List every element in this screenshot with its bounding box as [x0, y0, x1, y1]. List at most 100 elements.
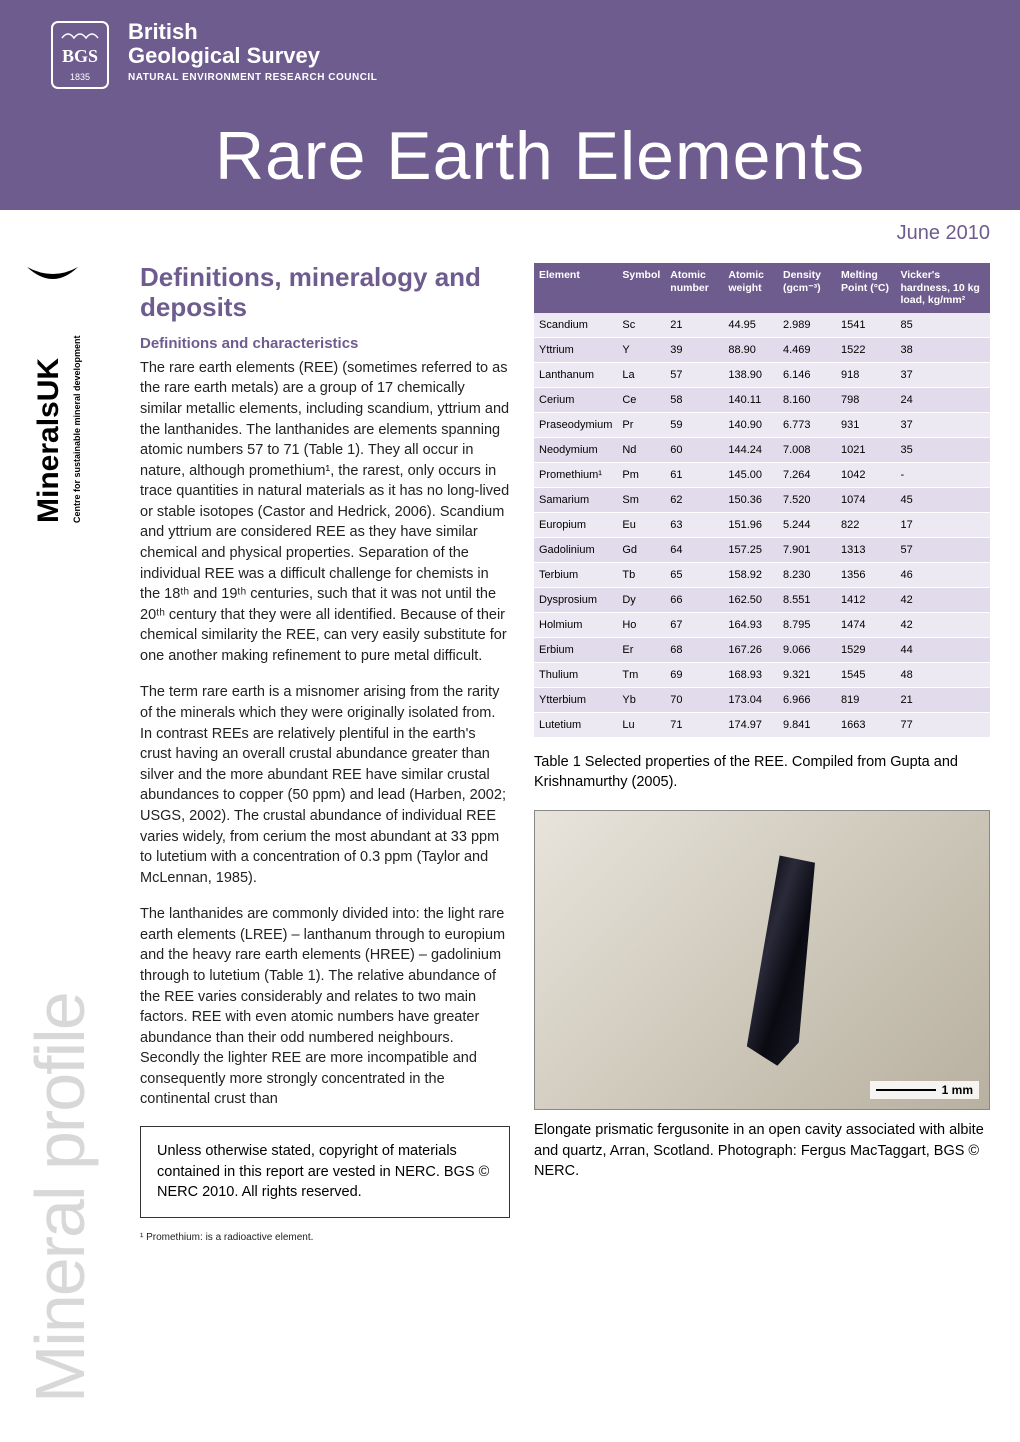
- table-cell: 1356: [836, 562, 895, 587]
- table-cell: 8.551: [778, 587, 836, 612]
- table-cell: Ce: [617, 387, 665, 412]
- table-cell: 67: [665, 612, 723, 637]
- table-cell: 157.25: [723, 537, 778, 562]
- table-cell: 66: [665, 587, 723, 612]
- photo-fergusonite: 1 mm: [534, 810, 990, 1110]
- table-cell: 6.966: [778, 687, 836, 712]
- table-cell: Yb: [617, 687, 665, 712]
- table-row: TerbiumTb65158.928.230135646: [534, 562, 990, 587]
- content-columns: Definitions, mineralogy and deposits Def…: [140, 263, 990, 1243]
- table-cell: 21: [895, 687, 990, 712]
- table-cell: 7.520: [778, 487, 836, 512]
- table-cell: 38: [895, 337, 990, 362]
- sidebar-brand: MineralsUK: [32, 358, 66, 523]
- table-row: DysprosiumDy66162.508.551141242: [534, 587, 990, 612]
- table-cell: Pm: [617, 462, 665, 487]
- table-cell: 138.90: [723, 362, 778, 387]
- table-cell: Europium: [534, 512, 617, 537]
- table-cell: Promethium¹: [534, 462, 617, 487]
- table-cell: Tm: [617, 662, 665, 687]
- th-melting: Melting Point (°C): [836, 263, 895, 313]
- table-cell: 45: [895, 487, 990, 512]
- column-right: Element Symbol Atomic number Atomic weig…: [534, 263, 990, 1243]
- table-cell: 174.97: [723, 712, 778, 737]
- table-cell: Thulium: [534, 662, 617, 687]
- th-symbol: Symbol: [617, 263, 665, 313]
- table-row: PraseodymiumPr59140.906.77393137: [534, 412, 990, 437]
- table-cell: 8.795: [778, 612, 836, 637]
- table-cell: 59: [665, 412, 723, 437]
- table-cell: Yttrium: [534, 337, 617, 362]
- scale-bar: 1 mm: [870, 1081, 979, 1099]
- table-row: CeriumCe58140.118.16079824: [534, 387, 990, 412]
- table-row: NeodymiumNd60144.247.008102135: [534, 437, 990, 462]
- th-element: Element: [534, 263, 617, 313]
- table-row: EuropiumEu63151.965.24482217: [534, 512, 990, 537]
- table-cell: Dysprosium: [534, 587, 617, 612]
- table-row: SamariumSm62150.367.520107445: [534, 487, 990, 512]
- table-cell: Dy: [617, 587, 665, 612]
- table-cell: 158.92: [723, 562, 778, 587]
- table-cell: Sm: [617, 487, 665, 512]
- header-text: British Geological Survey NATURAL ENVIRO…: [128, 20, 377, 83]
- th-atomic-weight: Atomic weight: [723, 263, 778, 313]
- date-text: June 2010: [897, 222, 990, 244]
- table-cell: 2.989: [778, 313, 836, 338]
- table-cell: Ho: [617, 612, 665, 637]
- th-density: Density (gcm⁻³): [778, 263, 836, 313]
- sidebar-series: Mineral profile: [20, 993, 100, 1403]
- table-cell: 21: [665, 313, 723, 338]
- section-title: Definitions, mineralogy and deposits: [140, 263, 510, 323]
- table-cell: 140.11: [723, 387, 778, 412]
- table-row: GadoliniumGd64157.257.901131357: [534, 537, 990, 562]
- table-cell: 63: [665, 512, 723, 537]
- sidebar-brand-sub: Centre for sustainable mineral developme…: [72, 335, 82, 523]
- table-cell: 140.90: [723, 412, 778, 437]
- table-cell: 1412: [836, 587, 895, 612]
- svg-text:1835: 1835: [70, 72, 90, 82]
- table-cell: Terbium: [534, 562, 617, 587]
- table-cell: 5.244: [778, 512, 836, 537]
- table-cell: Lu: [617, 712, 665, 737]
- table-caption: Table 1 Selected properties of the REE. …: [534, 752, 990, 793]
- table-cell: 77: [895, 712, 990, 737]
- table-cell: 6.146: [778, 362, 836, 387]
- bgs-logo-icon: BGS 1835: [50, 20, 110, 90]
- table-cell: 145.00: [723, 462, 778, 487]
- table-cell: 1074: [836, 487, 895, 512]
- table-cell: 58: [665, 387, 723, 412]
- table-cell: 71: [665, 712, 723, 737]
- table-cell: 62: [665, 487, 723, 512]
- org-sub: NATURAL ENVIRONMENT RESEARCH COUNCIL: [128, 72, 377, 83]
- table-cell: 61: [665, 462, 723, 487]
- table-cell: 37: [895, 362, 990, 387]
- table-cell: Er: [617, 637, 665, 662]
- table-cell: 57: [895, 537, 990, 562]
- table-cell: 1021: [836, 437, 895, 462]
- table-cell: 8.160: [778, 387, 836, 412]
- table-cell: 167.26: [723, 637, 778, 662]
- table-cell: Sc: [617, 313, 665, 338]
- table-cell: 17: [895, 512, 990, 537]
- table-cell: 168.93: [723, 662, 778, 687]
- table-cell: 1042: [836, 462, 895, 487]
- table-cell: 918: [836, 362, 895, 387]
- table-cell: 88.90: [723, 337, 778, 362]
- photo-caption: Elongate prismatic fergusonite in an ope…: [534, 1120, 990, 1181]
- paragraph-1: The rare earth elements (REE) (sometimes…: [140, 358, 510, 667]
- main-title: Rare Earth Elements: [215, 117, 865, 195]
- table-cell: Neodymium: [534, 437, 617, 462]
- table-cell: 57: [665, 362, 723, 387]
- date-bar: June 2010: [0, 210, 1020, 263]
- th-hardness: Vicker's hardness, 10 kg load, kg/mm²: [895, 263, 990, 313]
- table-cell: 9.066: [778, 637, 836, 662]
- sidebar-brand-suffix: UK: [32, 358, 65, 401]
- table-cell: 85: [895, 313, 990, 338]
- org-name-line1: British: [128, 20, 377, 44]
- table-cell: 162.50: [723, 587, 778, 612]
- column-left: Definitions, mineralogy and deposits Def…: [140, 263, 510, 1243]
- table-cell: Holmium: [534, 612, 617, 637]
- table-cell: 164.93: [723, 612, 778, 637]
- table-cell: Ytterbium: [534, 687, 617, 712]
- table-cell: 1522: [836, 337, 895, 362]
